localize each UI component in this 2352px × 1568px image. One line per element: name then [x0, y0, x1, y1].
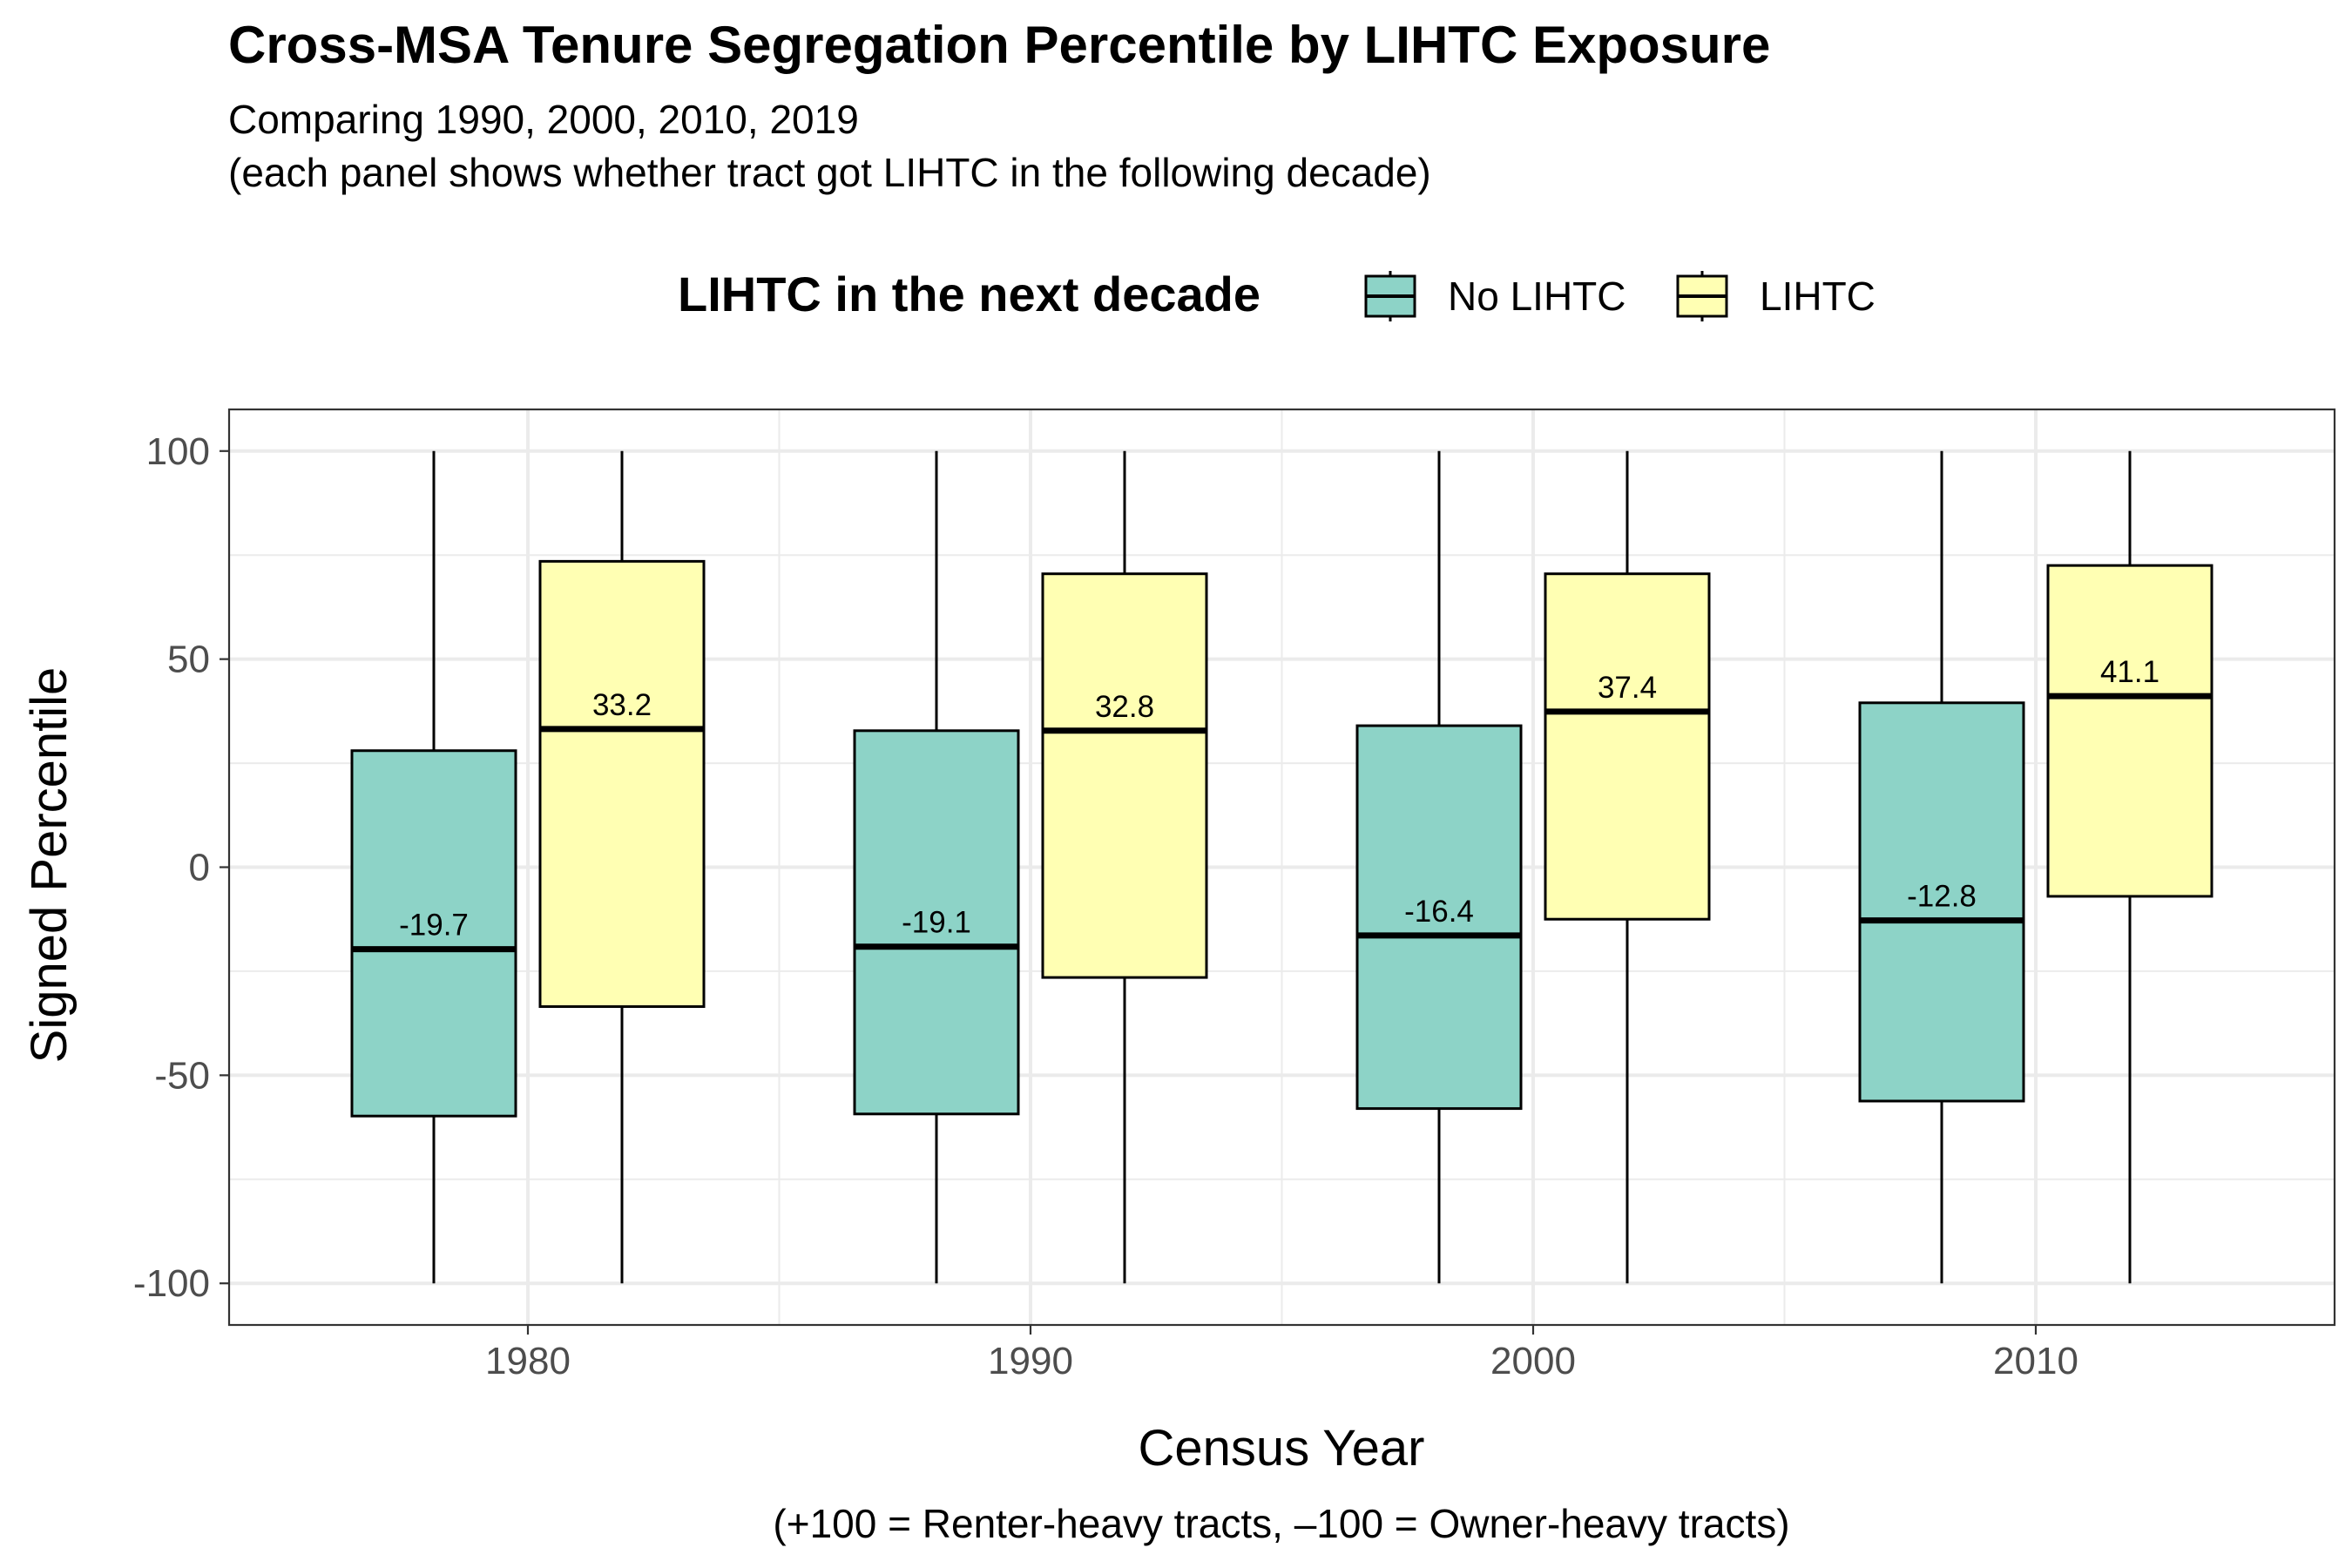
x-axis: 1980 1990 2000 2010: [485, 1325, 2078, 1382]
legend-title: LIHTC in the next decade: [678, 267, 1260, 321]
x-axis-title: Census Year: [1139, 1420, 1425, 1477]
y-tick-label-3: -50: [154, 1054, 210, 1097]
box-body: [1858, 701, 2025, 1103]
box-body: [853, 729, 1020, 1116]
median-label: -16.4: [1404, 895, 1474, 929]
boxes: -19.7 -19.1 -16.4 -12.8 33.2 32.8 37.4 41.1: [350, 450, 2213, 1284]
y-axis-title: Signed Percentile: [21, 667, 78, 1064]
box-0-2: -16.4: [1355, 450, 1523, 1284]
grid-major: [229, 409, 2335, 1325]
chart-caption: (+100 = Renter-heavy tracts, –100 = Owne…: [773, 1501, 1789, 1546]
median-label: -19.1: [902, 906, 971, 940]
chart-subtitle-line-2: (each panel shows whether tract got LIHT…: [228, 150, 1431, 195]
legend-item-0: No LIHTC: [1364, 271, 1625, 321]
x-tick-label-3: 2010: [1993, 1340, 2078, 1382]
box-1-3: 41.1: [2046, 450, 2213, 1284]
legend-label: No LIHTC: [1448, 274, 1625, 319]
box-1-0: 33.2: [538, 450, 706, 1284]
chart-title: Cross-MSA Tenure Segregation Percentile …: [228, 16, 1770, 74]
legend-label: LIHTC: [1760, 274, 1876, 319]
y-tick-label-0: 100: [146, 430, 210, 473]
median-label: 37.4: [1598, 671, 1657, 705]
x-tick-label-1: 1990: [988, 1340, 1073, 1382]
median-label: 33.2: [592, 688, 652, 722]
box-body: [538, 559, 706, 1009]
box-body: [2046, 564, 2213, 898]
y-tick-label-4: -100: [133, 1262, 210, 1305]
box-body: [350, 749, 517, 1118]
plot-panel: -19.7 -19.1 -16.4 -12.8 33.2 32.8 37.4 41.1: [227, 408, 2336, 1327]
legend-item-1: LIHTC: [1676, 271, 1876, 321]
legend: LIHTC in the next decade No LIHTC LIHTC: [678, 267, 1876, 321]
box-0-1: -19.1: [853, 450, 1020, 1284]
box-0-3: -12.8: [1858, 450, 2025, 1284]
box-body: [1544, 572, 1711, 921]
median-label: 41.1: [2100, 655, 2159, 689]
y-tick-label-1: 50: [167, 639, 210, 681]
box-body: [1355, 724, 1523, 1111]
box-1-2: 37.4: [1544, 450, 1711, 1284]
x-tick-label-0: 1980: [485, 1340, 571, 1382]
median-label: 32.8: [1095, 690, 1154, 724]
median-label: -19.7: [399, 909, 469, 943]
box-0-0: -19.7: [350, 450, 517, 1284]
x-tick-label-2: 2000: [1490, 1340, 1576, 1382]
chart-subtitle-line-1: Comparing 1990, 2000, 2010, 2019: [228, 97, 859, 142]
legend-items: No LIHTC LIHTC: [1364, 271, 1876, 321]
y-axis: 100 50 0 -50 -100: [133, 430, 229, 1305]
y-tick-label-2: 0: [189, 847, 210, 889]
box-1-1: 32.8: [1041, 450, 1208, 1284]
median-label: -12.8: [1907, 880, 1977, 914]
box-body: [1041, 572, 1208, 979]
